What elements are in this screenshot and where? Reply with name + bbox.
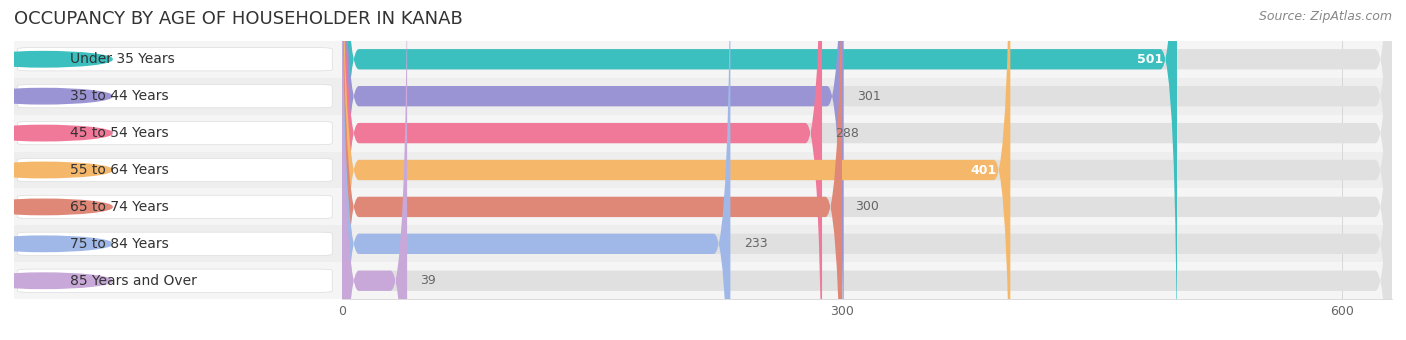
FancyBboxPatch shape	[17, 158, 332, 182]
Circle shape	[0, 52, 112, 67]
FancyBboxPatch shape	[342, 0, 1392, 340]
Text: 85 Years and Over: 85 Years and Over	[70, 274, 197, 288]
Bar	[342, 152, 1392, 188]
Text: 75 to 84 Years: 75 to 84 Years	[70, 237, 169, 251]
Text: Source: ZipAtlas.com: Source: ZipAtlas.com	[1258, 10, 1392, 23]
Bar	[14, 41, 342, 78]
FancyBboxPatch shape	[342, 0, 1011, 340]
FancyBboxPatch shape	[17, 48, 332, 71]
Text: Under 35 Years: Under 35 Years	[70, 52, 174, 66]
FancyBboxPatch shape	[342, 0, 730, 340]
Text: 65 to 74 Years: 65 to 74 Years	[70, 200, 169, 214]
Bar	[342, 225, 1392, 262]
Text: 501: 501	[1137, 53, 1164, 66]
Bar	[14, 115, 342, 152]
FancyBboxPatch shape	[342, 0, 842, 340]
Bar	[14, 188, 342, 225]
Circle shape	[0, 236, 112, 252]
FancyBboxPatch shape	[342, 0, 1392, 340]
Circle shape	[0, 199, 112, 215]
Bar	[342, 41, 1392, 78]
Text: 301: 301	[858, 90, 880, 103]
Circle shape	[0, 273, 112, 288]
FancyBboxPatch shape	[17, 195, 332, 219]
Text: 55 to 64 Years: 55 to 64 Years	[70, 163, 169, 177]
Bar	[342, 262, 1392, 299]
Bar	[342, 188, 1392, 225]
FancyBboxPatch shape	[342, 0, 1392, 340]
FancyBboxPatch shape	[17, 232, 332, 255]
Circle shape	[0, 162, 112, 178]
Circle shape	[0, 125, 112, 141]
Text: 401: 401	[970, 164, 997, 176]
Text: 45 to 54 Years: 45 to 54 Years	[70, 126, 169, 140]
Bar	[14, 78, 342, 115]
Circle shape	[0, 88, 112, 104]
FancyBboxPatch shape	[342, 0, 1392, 340]
Text: 35 to 44 Years: 35 to 44 Years	[70, 89, 169, 103]
Bar	[342, 78, 1392, 115]
FancyBboxPatch shape	[342, 0, 408, 340]
Text: 300: 300	[855, 200, 879, 214]
Bar	[14, 262, 342, 299]
FancyBboxPatch shape	[342, 0, 823, 340]
Text: 39: 39	[420, 274, 436, 287]
FancyBboxPatch shape	[342, 0, 1392, 340]
Text: OCCUPANCY BY AGE OF HOUSEHOLDER IN KANAB: OCCUPANCY BY AGE OF HOUSEHOLDER IN KANAB	[14, 10, 463, 28]
Text: 233: 233	[744, 237, 768, 250]
FancyBboxPatch shape	[342, 0, 1392, 340]
FancyBboxPatch shape	[342, 0, 1177, 340]
FancyBboxPatch shape	[17, 269, 332, 292]
FancyBboxPatch shape	[342, 0, 1392, 340]
FancyBboxPatch shape	[17, 121, 332, 145]
FancyBboxPatch shape	[17, 85, 332, 108]
Bar	[14, 225, 342, 262]
Bar	[14, 152, 342, 188]
Bar	[342, 115, 1392, 152]
Text: 288: 288	[835, 126, 859, 140]
FancyBboxPatch shape	[342, 0, 844, 340]
